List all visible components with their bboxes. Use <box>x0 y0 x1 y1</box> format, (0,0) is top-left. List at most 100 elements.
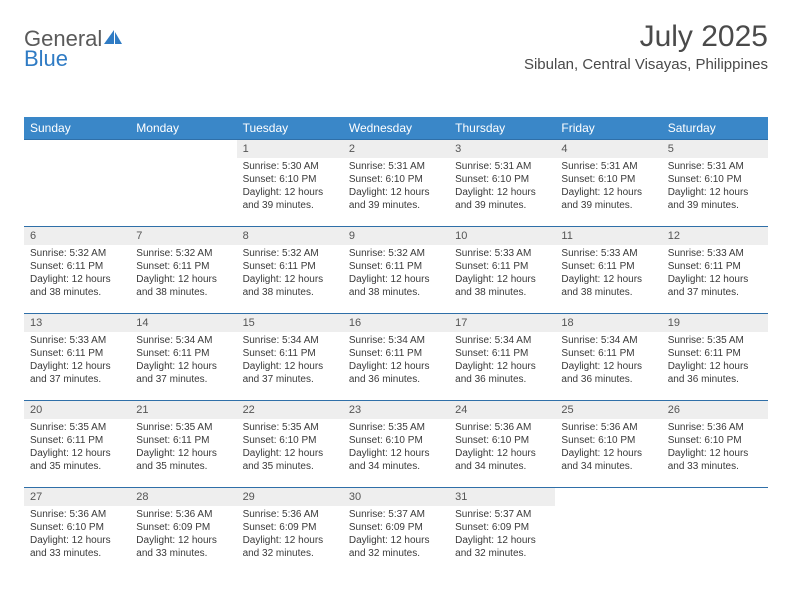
day-line: and 38 minutes. <box>243 286 337 299</box>
day-line: Sunset: 6:11 PM <box>455 347 549 360</box>
day-line: Sunrise: 5:36 AM <box>30 508 124 521</box>
day-number: 29 <box>237 488 343 506</box>
day-line: Sunrise: 5:31 AM <box>455 160 549 173</box>
day-number: 3 <box>449 140 555 158</box>
day-line: Sunrise: 5:35 AM <box>30 421 124 434</box>
day-line: Daylight: 12 hours <box>349 447 443 460</box>
day-content: Sunrise: 5:35 AMSunset: 6:10 PMDaylight:… <box>237 419 343 477</box>
day-cell <box>662 488 768 574</box>
day-cell: 7Sunrise: 5:32 AMSunset: 6:11 PMDaylight… <box>130 227 236 313</box>
day-content: Sunrise: 5:37 AMSunset: 6:09 PMDaylight:… <box>343 506 449 564</box>
day-cell: 5Sunrise: 5:31 AMSunset: 6:10 PMDaylight… <box>662 140 768 226</box>
logo-text-blue: Blue <box>24 46 68 72</box>
day-cell: 25Sunrise: 5:36 AMSunset: 6:10 PMDayligh… <box>555 401 661 487</box>
day-cell: 15Sunrise: 5:34 AMSunset: 6:11 PMDayligh… <box>237 314 343 400</box>
day-line: and 38 minutes. <box>136 286 230 299</box>
day-line: and 39 minutes. <box>668 199 762 212</box>
weekday-header: Sunday <box>24 117 130 139</box>
day-cell <box>555 488 661 574</box>
day-line: and 38 minutes. <box>455 286 549 299</box>
day-line: and 32 minutes. <box>349 547 443 560</box>
day-number: 25 <box>555 401 661 419</box>
day-line: Sunset: 6:11 PM <box>668 347 762 360</box>
calendar: SundayMondayTuesdayWednesdayThursdayFrid… <box>24 117 768 574</box>
day-line: Daylight: 12 hours <box>561 273 655 286</box>
day-content: Sunrise: 5:32 AMSunset: 6:11 PMDaylight:… <box>343 245 449 303</box>
day-line: Sunrise: 5:34 AM <box>455 334 549 347</box>
weekday-header: Friday <box>555 117 661 139</box>
day-line: Daylight: 12 hours <box>455 447 549 460</box>
day-line: and 35 minutes. <box>243 460 337 473</box>
day-line: Sunset: 6:09 PM <box>243 521 337 534</box>
week-row: 20Sunrise: 5:35 AMSunset: 6:11 PMDayligh… <box>24 400 768 487</box>
week-row: 27Sunrise: 5:36 AMSunset: 6:10 PMDayligh… <box>24 487 768 574</box>
day-line: Sunset: 6:10 PM <box>349 173 443 186</box>
day-line: Sunrise: 5:37 AM <box>349 508 443 521</box>
day-number: 28 <box>130 488 236 506</box>
day-content: Sunrise: 5:35 AMSunset: 6:11 PMDaylight:… <box>24 419 130 477</box>
day-number: 1 <box>237 140 343 158</box>
day-cell: 11Sunrise: 5:33 AMSunset: 6:11 PMDayligh… <box>555 227 661 313</box>
day-line: Sunset: 6:10 PM <box>243 173 337 186</box>
day-cell: 17Sunrise: 5:34 AMSunset: 6:11 PMDayligh… <box>449 314 555 400</box>
day-line: Sunset: 6:11 PM <box>136 347 230 360</box>
day-line: Sunrise: 5:34 AM <box>243 334 337 347</box>
day-number: 15 <box>237 314 343 332</box>
day-line: Daylight: 12 hours <box>30 273 124 286</box>
day-content: Sunrise: 5:34 AMSunset: 6:11 PMDaylight:… <box>343 332 449 390</box>
day-number: 16 <box>343 314 449 332</box>
day-cell: 16Sunrise: 5:34 AMSunset: 6:11 PMDayligh… <box>343 314 449 400</box>
day-line: Sunrise: 5:36 AM <box>136 508 230 521</box>
day-line: Sunrise: 5:36 AM <box>668 421 762 434</box>
day-line: Sunrise: 5:32 AM <box>349 247 443 260</box>
day-content: Sunrise: 5:33 AMSunset: 6:11 PMDaylight:… <box>449 245 555 303</box>
day-cell: 29Sunrise: 5:36 AMSunset: 6:09 PMDayligh… <box>237 488 343 574</box>
day-line: Sunset: 6:11 PM <box>455 260 549 273</box>
day-content: Sunrise: 5:33 AMSunset: 6:11 PMDaylight:… <box>555 245 661 303</box>
day-line: Sunrise: 5:37 AM <box>455 508 549 521</box>
day-number: 27 <box>24 488 130 506</box>
day-line: Sunrise: 5:35 AM <box>668 334 762 347</box>
day-line: and 38 minutes. <box>30 286 124 299</box>
day-line: and 36 minutes. <box>455 373 549 386</box>
day-line: and 33 minutes. <box>668 460 762 473</box>
day-cell: 6Sunrise: 5:32 AMSunset: 6:11 PMDaylight… <box>24 227 130 313</box>
day-line: Sunset: 6:11 PM <box>30 347 124 360</box>
day-line: Sunset: 6:09 PM <box>136 521 230 534</box>
weekday-header: Tuesday <box>237 117 343 139</box>
day-line: Sunrise: 5:33 AM <box>668 247 762 260</box>
day-line: Daylight: 12 hours <box>455 360 549 373</box>
day-line: Sunset: 6:09 PM <box>455 521 549 534</box>
day-cell <box>130 140 236 226</box>
day-content: Sunrise: 5:34 AMSunset: 6:11 PMDaylight:… <box>130 332 236 390</box>
day-number <box>555 488 661 506</box>
day-line: Sunset: 6:11 PM <box>349 260 443 273</box>
day-line: Sunrise: 5:35 AM <box>349 421 443 434</box>
day-line: Sunset: 6:10 PM <box>668 173 762 186</box>
week-row: 13Sunrise: 5:33 AMSunset: 6:11 PMDayligh… <box>24 313 768 400</box>
day-line: Sunrise: 5:35 AM <box>243 421 337 434</box>
day-line: Daylight: 12 hours <box>243 186 337 199</box>
day-line: Daylight: 12 hours <box>561 186 655 199</box>
day-line: Daylight: 12 hours <box>455 534 549 547</box>
day-line: Daylight: 12 hours <box>136 360 230 373</box>
day-line: Sunset: 6:11 PM <box>30 434 124 447</box>
day-number: 18 <box>555 314 661 332</box>
day-cell: 31Sunrise: 5:37 AMSunset: 6:09 PMDayligh… <box>449 488 555 574</box>
weekday-header: Saturday <box>662 117 768 139</box>
day-content: Sunrise: 5:36 AMSunset: 6:10 PMDaylight:… <box>555 419 661 477</box>
day-line: Daylight: 12 hours <box>668 360 762 373</box>
day-line: Daylight: 12 hours <box>349 534 443 547</box>
day-line: Daylight: 12 hours <box>243 534 337 547</box>
month-title: July 2025 <box>524 20 768 54</box>
day-cell: 10Sunrise: 5:33 AMSunset: 6:11 PMDayligh… <box>449 227 555 313</box>
day-line: and 34 minutes. <box>455 460 549 473</box>
day-number: 20 <box>24 401 130 419</box>
day-line: and 35 minutes. <box>136 460 230 473</box>
day-line: and 38 minutes. <box>349 286 443 299</box>
day-cell: 21Sunrise: 5:35 AMSunset: 6:11 PMDayligh… <box>130 401 236 487</box>
day-line: and 37 minutes. <box>243 373 337 386</box>
day-cell: 3Sunrise: 5:31 AMSunset: 6:10 PMDaylight… <box>449 140 555 226</box>
day-line: and 34 minutes. <box>561 460 655 473</box>
day-number: 5 <box>662 140 768 158</box>
